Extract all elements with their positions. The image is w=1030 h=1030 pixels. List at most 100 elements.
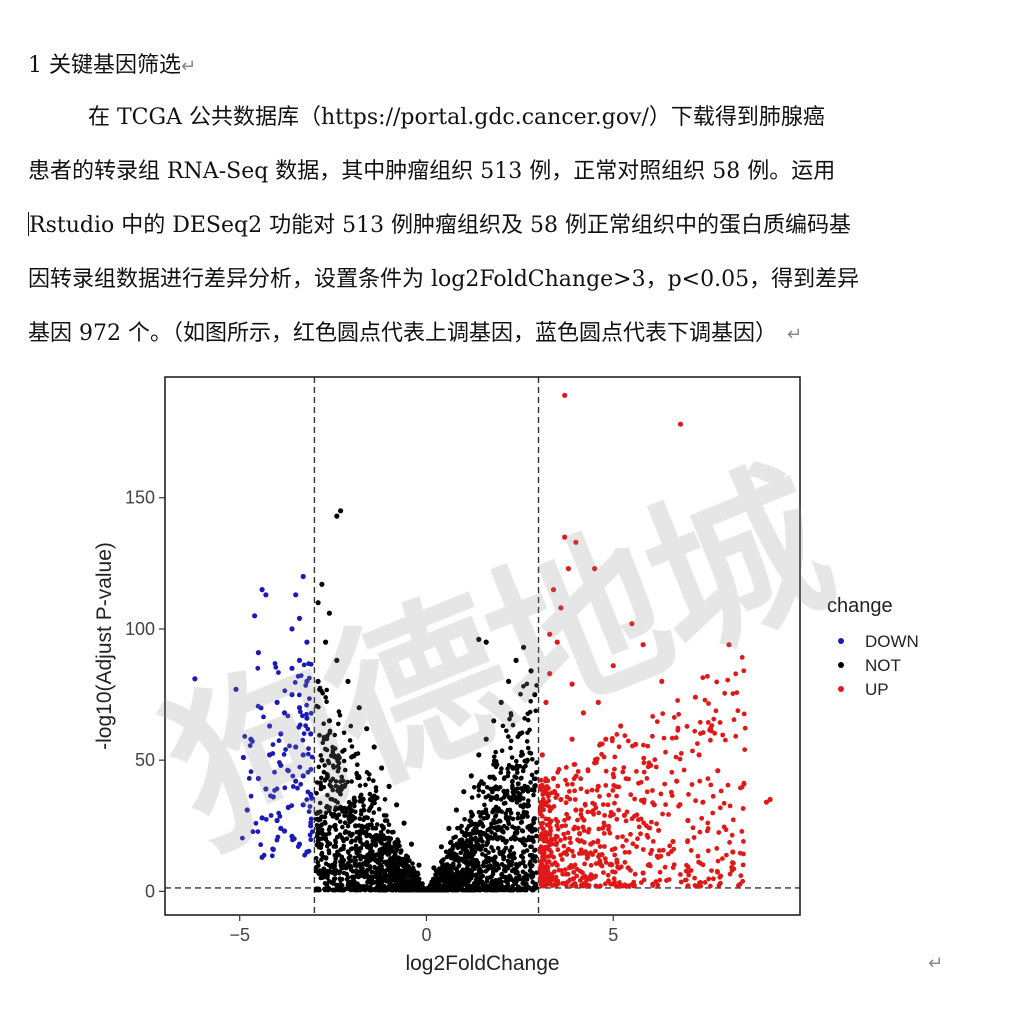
up-point [730, 860, 735, 865]
up-point [676, 803, 681, 809]
up-point [549, 871, 555, 877]
not-point [315, 835, 321, 840]
not-point [368, 849, 373, 855]
up-point [638, 798, 644, 803]
not-point [358, 792, 364, 798]
x-tick-label: 0 [421, 925, 431, 945]
up-point [578, 776, 584, 782]
up-point [705, 720, 711, 725]
not-point [512, 837, 518, 842]
not-point [468, 839, 474, 844]
not-point [332, 876, 338, 881]
not-point [315, 842, 321, 847]
up-point [697, 829, 703, 835]
up-point [622, 733, 628, 739]
not-point [348, 867, 354, 873]
up-point [725, 677, 731, 683]
not-point [344, 863, 350, 869]
not-point [533, 858, 538, 864]
up-point [616, 881, 622, 887]
up-point [603, 860, 609, 865]
not-point [462, 878, 468, 884]
down-point [274, 699, 280, 705]
up-point [657, 877, 663, 883]
up-point [722, 690, 728, 696]
up-point [550, 775, 557, 782]
not-point [484, 856, 490, 862]
not-point [504, 728, 509, 734]
up-point [584, 789, 590, 795]
up-point [562, 817, 567, 823]
down-point [285, 713, 291, 719]
not-point [528, 699, 533, 704]
not-point [434, 883, 439, 889]
up-point [700, 675, 706, 681]
not-point [317, 800, 323, 806]
not-point [525, 804, 530, 809]
not-point [531, 839, 536, 844]
down-point [293, 592, 299, 598]
not-point [475, 845, 481, 850]
not-point [346, 850, 351, 855]
up-point [717, 720, 723, 725]
up-point [539, 834, 545, 840]
not-point [333, 798, 338, 803]
up-point [734, 690, 740, 695]
not-point [344, 836, 350, 841]
down-point [252, 613, 258, 619]
up-point [585, 854, 591, 860]
not-point [534, 760, 539, 765]
not-point [326, 760, 332, 766]
up-point [544, 786, 550, 792]
not-point [532, 692, 538, 698]
up-point [729, 868, 735, 873]
not-point [404, 859, 409, 864]
down-point [289, 626, 295, 632]
y-tick-label: 150 [125, 488, 155, 508]
paragraph-line-text: Rstudio 中的 DESeq2 功能对 513 例肿瘤组织及 58 例正常组… [29, 213, 852, 238]
up-point [578, 812, 584, 817]
not-point [323, 639, 329, 645]
down-point [277, 760, 282, 765]
not-point [508, 745, 513, 751]
down-point [300, 573, 306, 580]
down-point [308, 661, 314, 667]
not-point [455, 855, 461, 861]
up-point [592, 566, 598, 572]
not-point [506, 734, 511, 739]
not-point [501, 795, 507, 800]
not-point [415, 878, 421, 884]
not-point [387, 844, 393, 850]
not-point [378, 862, 383, 868]
not-point [531, 792, 536, 798]
not-point [478, 814, 483, 819]
not-point [478, 836, 484, 841]
not-point [492, 863, 497, 869]
up-point [571, 881, 576, 887]
not-point [487, 826, 492, 832]
up-point [700, 799, 706, 805]
up-point [556, 867, 562, 873]
not-point [394, 864, 399, 870]
not-point [319, 757, 325, 763]
not-point [453, 887, 459, 893]
down-point [295, 844, 301, 849]
down-point [240, 835, 245, 841]
down-point [281, 828, 288, 834]
not-point [513, 775, 519, 780]
not-point [521, 849, 527, 855]
up-point [543, 699, 549, 705]
not-point [369, 842, 374, 848]
down-point [300, 713, 305, 719]
up-point [635, 836, 640, 842]
up-point [660, 847, 666, 853]
not-point [386, 851, 392, 857]
not-point [332, 746, 338, 751]
not-point [342, 767, 348, 773]
up-point [663, 802, 668, 807]
not-point [429, 887, 434, 893]
not-point [525, 717, 531, 723]
up-point [628, 868, 633, 873]
not-point [457, 877, 463, 882]
not-point [361, 807, 367, 813]
